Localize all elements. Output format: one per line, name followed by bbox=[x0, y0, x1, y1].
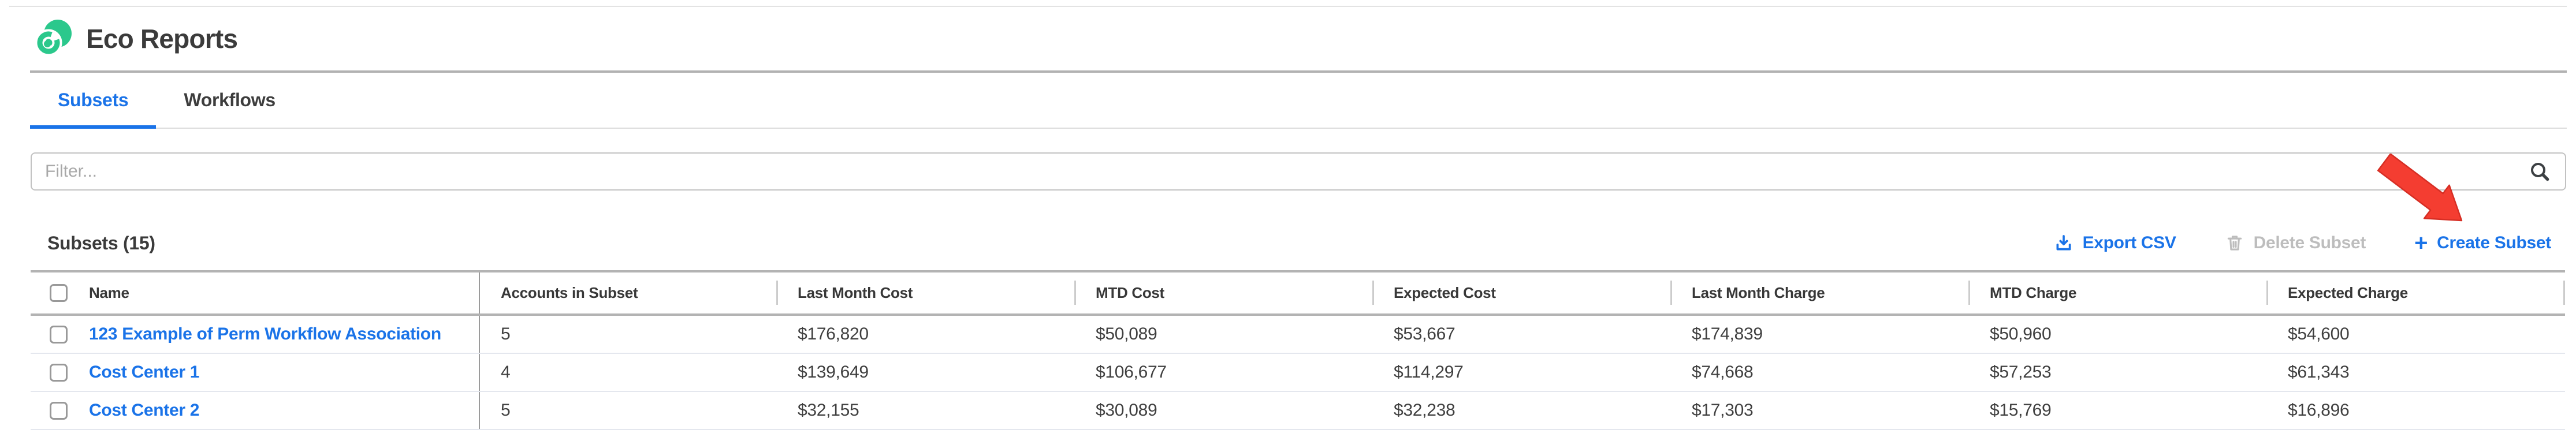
app-header: Eco Reports bbox=[33, 7, 238, 70]
filter-input[interactable] bbox=[31, 152, 2566, 191]
tab-bar: Subsets Workflows bbox=[30, 73, 2567, 129]
table-row: Cost Center 2 5 $32,155 $30,089 $32,238 … bbox=[31, 392, 2565, 430]
page-title: Eco Reports bbox=[86, 24, 238, 54]
list-action-row: Subsets (15) Export CSV Delete Subset + bbox=[47, 228, 2551, 258]
mtd-cost-cell: $30,089 bbox=[1096, 401, 1157, 420]
plus-icon: + bbox=[2414, 230, 2428, 256]
row-checkbox[interactable] bbox=[50, 401, 68, 420]
column-header-mtd-charge[interactable]: MTD Charge bbox=[1968, 272, 2267, 313]
mtd-cost-cell: $106,677 bbox=[1096, 363, 1167, 382]
accounts-cell: 5 bbox=[479, 316, 777, 353]
name-cell: Cost Center 1 bbox=[31, 354, 479, 391]
create-subset-label: Create Subset bbox=[2437, 233, 2551, 252]
search-icon[interactable] bbox=[2528, 160, 2551, 183]
action-buttons: Export CSV Delete Subset + Create Subset bbox=[2054, 230, 2551, 256]
export-csv-button[interactable]: Export CSV bbox=[2054, 233, 2176, 253]
list-heading: Subsets (15) bbox=[47, 232, 155, 253]
column-header-expected-charge[interactable]: Expected Charge bbox=[2266, 272, 2565, 313]
expected-cost-cell: $32,238 bbox=[1394, 401, 1455, 420]
column-header-mtd-cost[interactable]: MTD Cost bbox=[1074, 272, 1373, 313]
column-header-last-month-charge[interactable]: Last Month Charge bbox=[1670, 272, 1969, 313]
delete-subset-button[interactable]: Delete Subset bbox=[2225, 233, 2366, 253]
accounts-cell: 5 bbox=[479, 392, 777, 429]
mtd-charge-cell: $57,253 bbox=[1990, 363, 2052, 382]
table-header-row: Name Accounts in Subset Last Month Cost … bbox=[31, 272, 2565, 316]
expected-cost-cell: $114,297 bbox=[1394, 363, 1464, 382]
table-row: 123 Example of Perm Workflow Association… bbox=[31, 316, 2565, 354]
expected-cost-cell: $53,667 bbox=[1394, 324, 1455, 344]
column-header-last-month-cost[interactable]: Last Month Cost bbox=[776, 272, 1075, 313]
subset-name-link[interactable]: 123 Example of Perm Workflow Association bbox=[89, 324, 441, 344]
last-month-cost-cell: $176,820 bbox=[798, 324, 869, 344]
header-divider bbox=[30, 70, 2567, 73]
expected-charge-cell: $16,896 bbox=[2288, 401, 2350, 420]
name-cell: Cost Center 2 bbox=[31, 392, 479, 429]
mtd-cost-cell: $50,089 bbox=[1096, 324, 1157, 344]
subsets-table: Name Accounts in Subset Last Month Cost … bbox=[31, 270, 2565, 430]
page-top-border bbox=[9, 6, 2567, 7]
last-month-cost-cell: $32,155 bbox=[798, 401, 859, 420]
delete-subset-label: Delete Subset bbox=[2253, 233, 2366, 252]
last-month-charge-cell: $17,303 bbox=[1692, 401, 1754, 420]
filter-bar bbox=[31, 152, 2566, 191]
last-month-charge-cell: $74,668 bbox=[1692, 363, 1754, 382]
last-month-charge-cell: $174,839 bbox=[1692, 324, 1763, 344]
download-icon bbox=[2054, 233, 2074, 253]
eco-logo-icon bbox=[33, 19, 72, 58]
mtd-charge-cell: $15,769 bbox=[1990, 401, 2052, 420]
column-header-expected-cost[interactable]: Expected Cost bbox=[1372, 272, 1671, 313]
expected-charge-cell: $54,600 bbox=[2288, 324, 2350, 344]
mtd-charge-cell: $50,960 bbox=[1990, 324, 2052, 344]
column-header-name[interactable]: Name bbox=[31, 272, 479, 313]
annotation-arrow-icon bbox=[2373, 153, 2477, 234]
export-csv-label: Export CSV bbox=[2082, 233, 2176, 252]
last-month-cost-cell: $139,649 bbox=[798, 363, 869, 382]
create-subset-button[interactable]: + Create Subset bbox=[2414, 230, 2551, 256]
column-header-accounts[interactable]: Accounts in Subset bbox=[479, 272, 777, 313]
select-all-checkbox[interactable] bbox=[50, 284, 68, 302]
trash-icon bbox=[2225, 233, 2244, 253]
name-cell: 123 Example of Perm Workflow Association bbox=[31, 316, 479, 353]
tab-workflows[interactable]: Workflows bbox=[184, 89, 276, 110]
subset-name-link[interactable]: Cost Center 1 bbox=[89, 363, 200, 382]
subset-name-link[interactable]: Cost Center 2 bbox=[89, 401, 200, 420]
accounts-cell: 4 bbox=[479, 354, 777, 391]
tab-subsets[interactable]: Subsets bbox=[30, 73, 157, 129]
row-checkbox[interactable] bbox=[50, 325, 68, 344]
expected-charge-cell: $61,343 bbox=[2288, 363, 2350, 382]
row-checkbox[interactable] bbox=[50, 363, 68, 382]
table-row: Cost Center 1 4 $139,649 $106,677 $114,2… bbox=[31, 354, 2565, 392]
column-header-name-label: Name bbox=[89, 284, 129, 301]
